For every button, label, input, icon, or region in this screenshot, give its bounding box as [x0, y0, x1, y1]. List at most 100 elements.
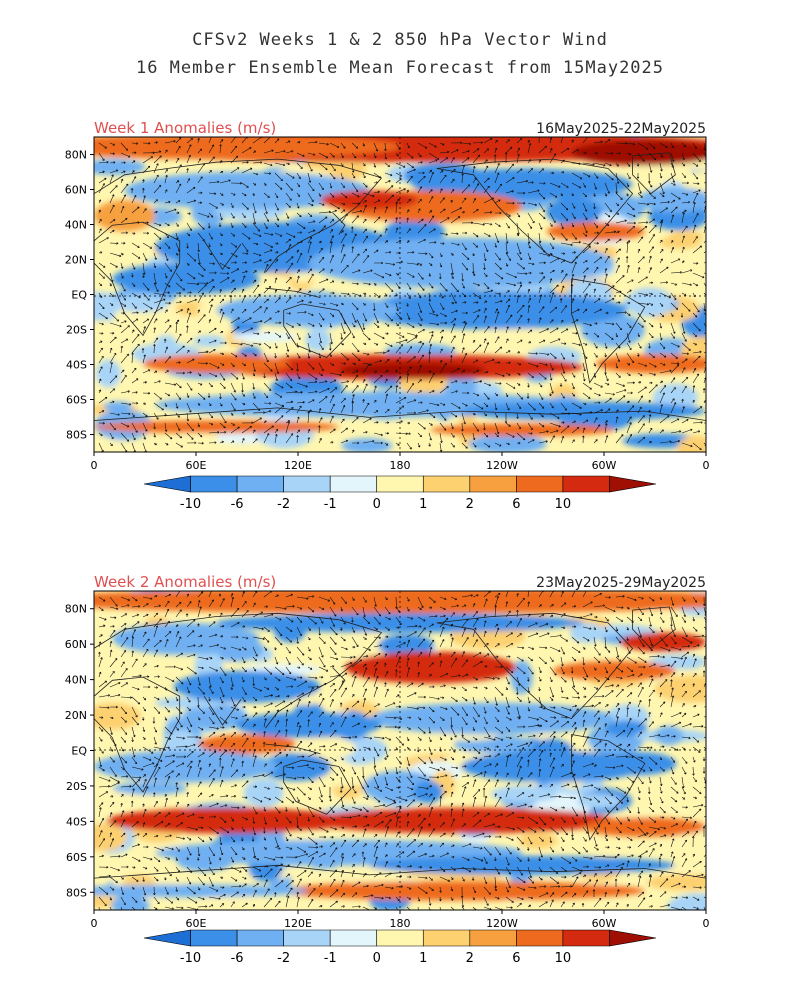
wind-vector	[307, 766, 315, 770]
wind-vector	[208, 750, 217, 758]
wind-vector	[483, 716, 488, 725]
wind-vector	[549, 292, 555, 304]
wind-vector	[483, 300, 488, 304]
wind-vector	[450, 818, 455, 828]
wind-vector	[593, 342, 598, 349]
wind-vector	[340, 716, 347, 728]
wind-vector	[208, 372, 218, 377]
wind-vector	[505, 706, 510, 715]
wind-vector	[571, 646, 581, 653]
wind-vector	[450, 367, 460, 374]
wind-vector	[351, 370, 359, 374]
wind-vector	[505, 610, 511, 618]
wind-vector	[516, 262, 525, 270]
wind-vector	[670, 660, 677, 668]
wind-vector	[285, 400, 294, 404]
wind-vector	[516, 617, 522, 628]
wind-vector	[362, 269, 373, 274]
wind-vector	[538, 202, 545, 213]
wind-vector	[538, 392, 544, 400]
wind-vector	[197, 201, 203, 205]
wind-vector	[351, 282, 359, 286]
wind-vector	[351, 246, 354, 254]
wind-vector	[549, 846, 555, 853]
wind-vector	[406, 272, 415, 278]
wind-vector	[186, 432, 194, 440]
wind-vector	[483, 370, 489, 374]
wind-vector	[637, 746, 650, 750]
wind-vector	[142, 596, 153, 600]
wind-vector	[373, 846, 379, 858]
wind-vector	[373, 906, 377, 910]
wind-vector	[384, 896, 392, 900]
wind-vector	[681, 225, 688, 234]
wind-vector	[428, 756, 433, 764]
wind-vector	[570, 284, 574, 294]
lat-tick-label: EQ	[71, 745, 87, 758]
wind-vector	[263, 865, 269, 868]
wind-vector	[109, 322, 122, 328]
wind-vector	[451, 855, 455, 859]
wind-vector	[417, 218, 424, 224]
wind-vector	[164, 770, 174, 778]
wind-vector	[472, 796, 477, 808]
wind-vector	[626, 717, 632, 728]
wind-vector	[351, 441, 360, 445]
wind-vector	[582, 192, 587, 198]
wind-vector	[626, 596, 637, 601]
wind-vector	[692, 830, 698, 838]
wind-vector	[164, 392, 171, 397]
wind-vector	[252, 785, 258, 789]
wind-vector	[252, 202, 257, 214]
wind-vector	[274, 428, 279, 434]
wind-vector	[615, 162, 619, 167]
wind-vector	[142, 231, 150, 235]
wind-vector	[241, 275, 246, 284]
wind-vector	[329, 699, 334, 708]
wind-vector	[505, 422, 511, 427]
wind-vector	[230, 593, 234, 598]
wind-vector	[406, 411, 417, 415]
wind-vector	[527, 676, 530, 682]
wind-vector	[494, 336, 500, 344]
wind-vector	[648, 342, 651, 349]
wind-vector	[307, 656, 312, 661]
wind-vector	[109, 282, 112, 287]
wind-vector	[483, 242, 489, 253]
wind-vector	[516, 886, 526, 891]
wind-vector	[659, 342, 666, 349]
wind-vector	[109, 292, 114, 297]
wind-vector	[340, 380, 350, 384]
wind-vector	[461, 422, 464, 432]
wind-vector	[197, 781, 202, 788]
wind-vector	[142, 746, 154, 754]
wind-vector	[307, 616, 317, 625]
wind-vector	[604, 238, 610, 244]
wind-vector	[428, 196, 434, 204]
wind-vector	[406, 346, 412, 354]
wind-vector	[604, 684, 614, 688]
colorbar-label: 10	[555, 497, 572, 512]
wind-vector	[373, 162, 377, 168]
wind-vector	[681, 626, 688, 638]
wind-vector	[362, 596, 367, 603]
wind-vector	[648, 427, 653, 434]
wind-vector	[186, 716, 193, 727]
wind-vector	[339, 702, 343, 708]
wind-vector	[417, 199, 422, 204]
wind-vector	[98, 152, 105, 161]
wind-vector	[164, 189, 168, 194]
wind-vector	[648, 863, 651, 868]
wind-vector	[362, 824, 370, 828]
wind-vector	[703, 746, 706, 750]
wind-vector	[659, 404, 663, 414]
wind-vector	[582, 874, 587, 878]
wind-vector	[175, 432, 182, 439]
wind-vector	[164, 631, 172, 638]
wind-vector	[505, 803, 513, 808]
wind-vector	[527, 836, 533, 845]
wind-vector	[549, 836, 553, 843]
wind-vector	[505, 716, 512, 721]
wind-vector	[230, 382, 236, 393]
wind-vector	[461, 696, 468, 702]
